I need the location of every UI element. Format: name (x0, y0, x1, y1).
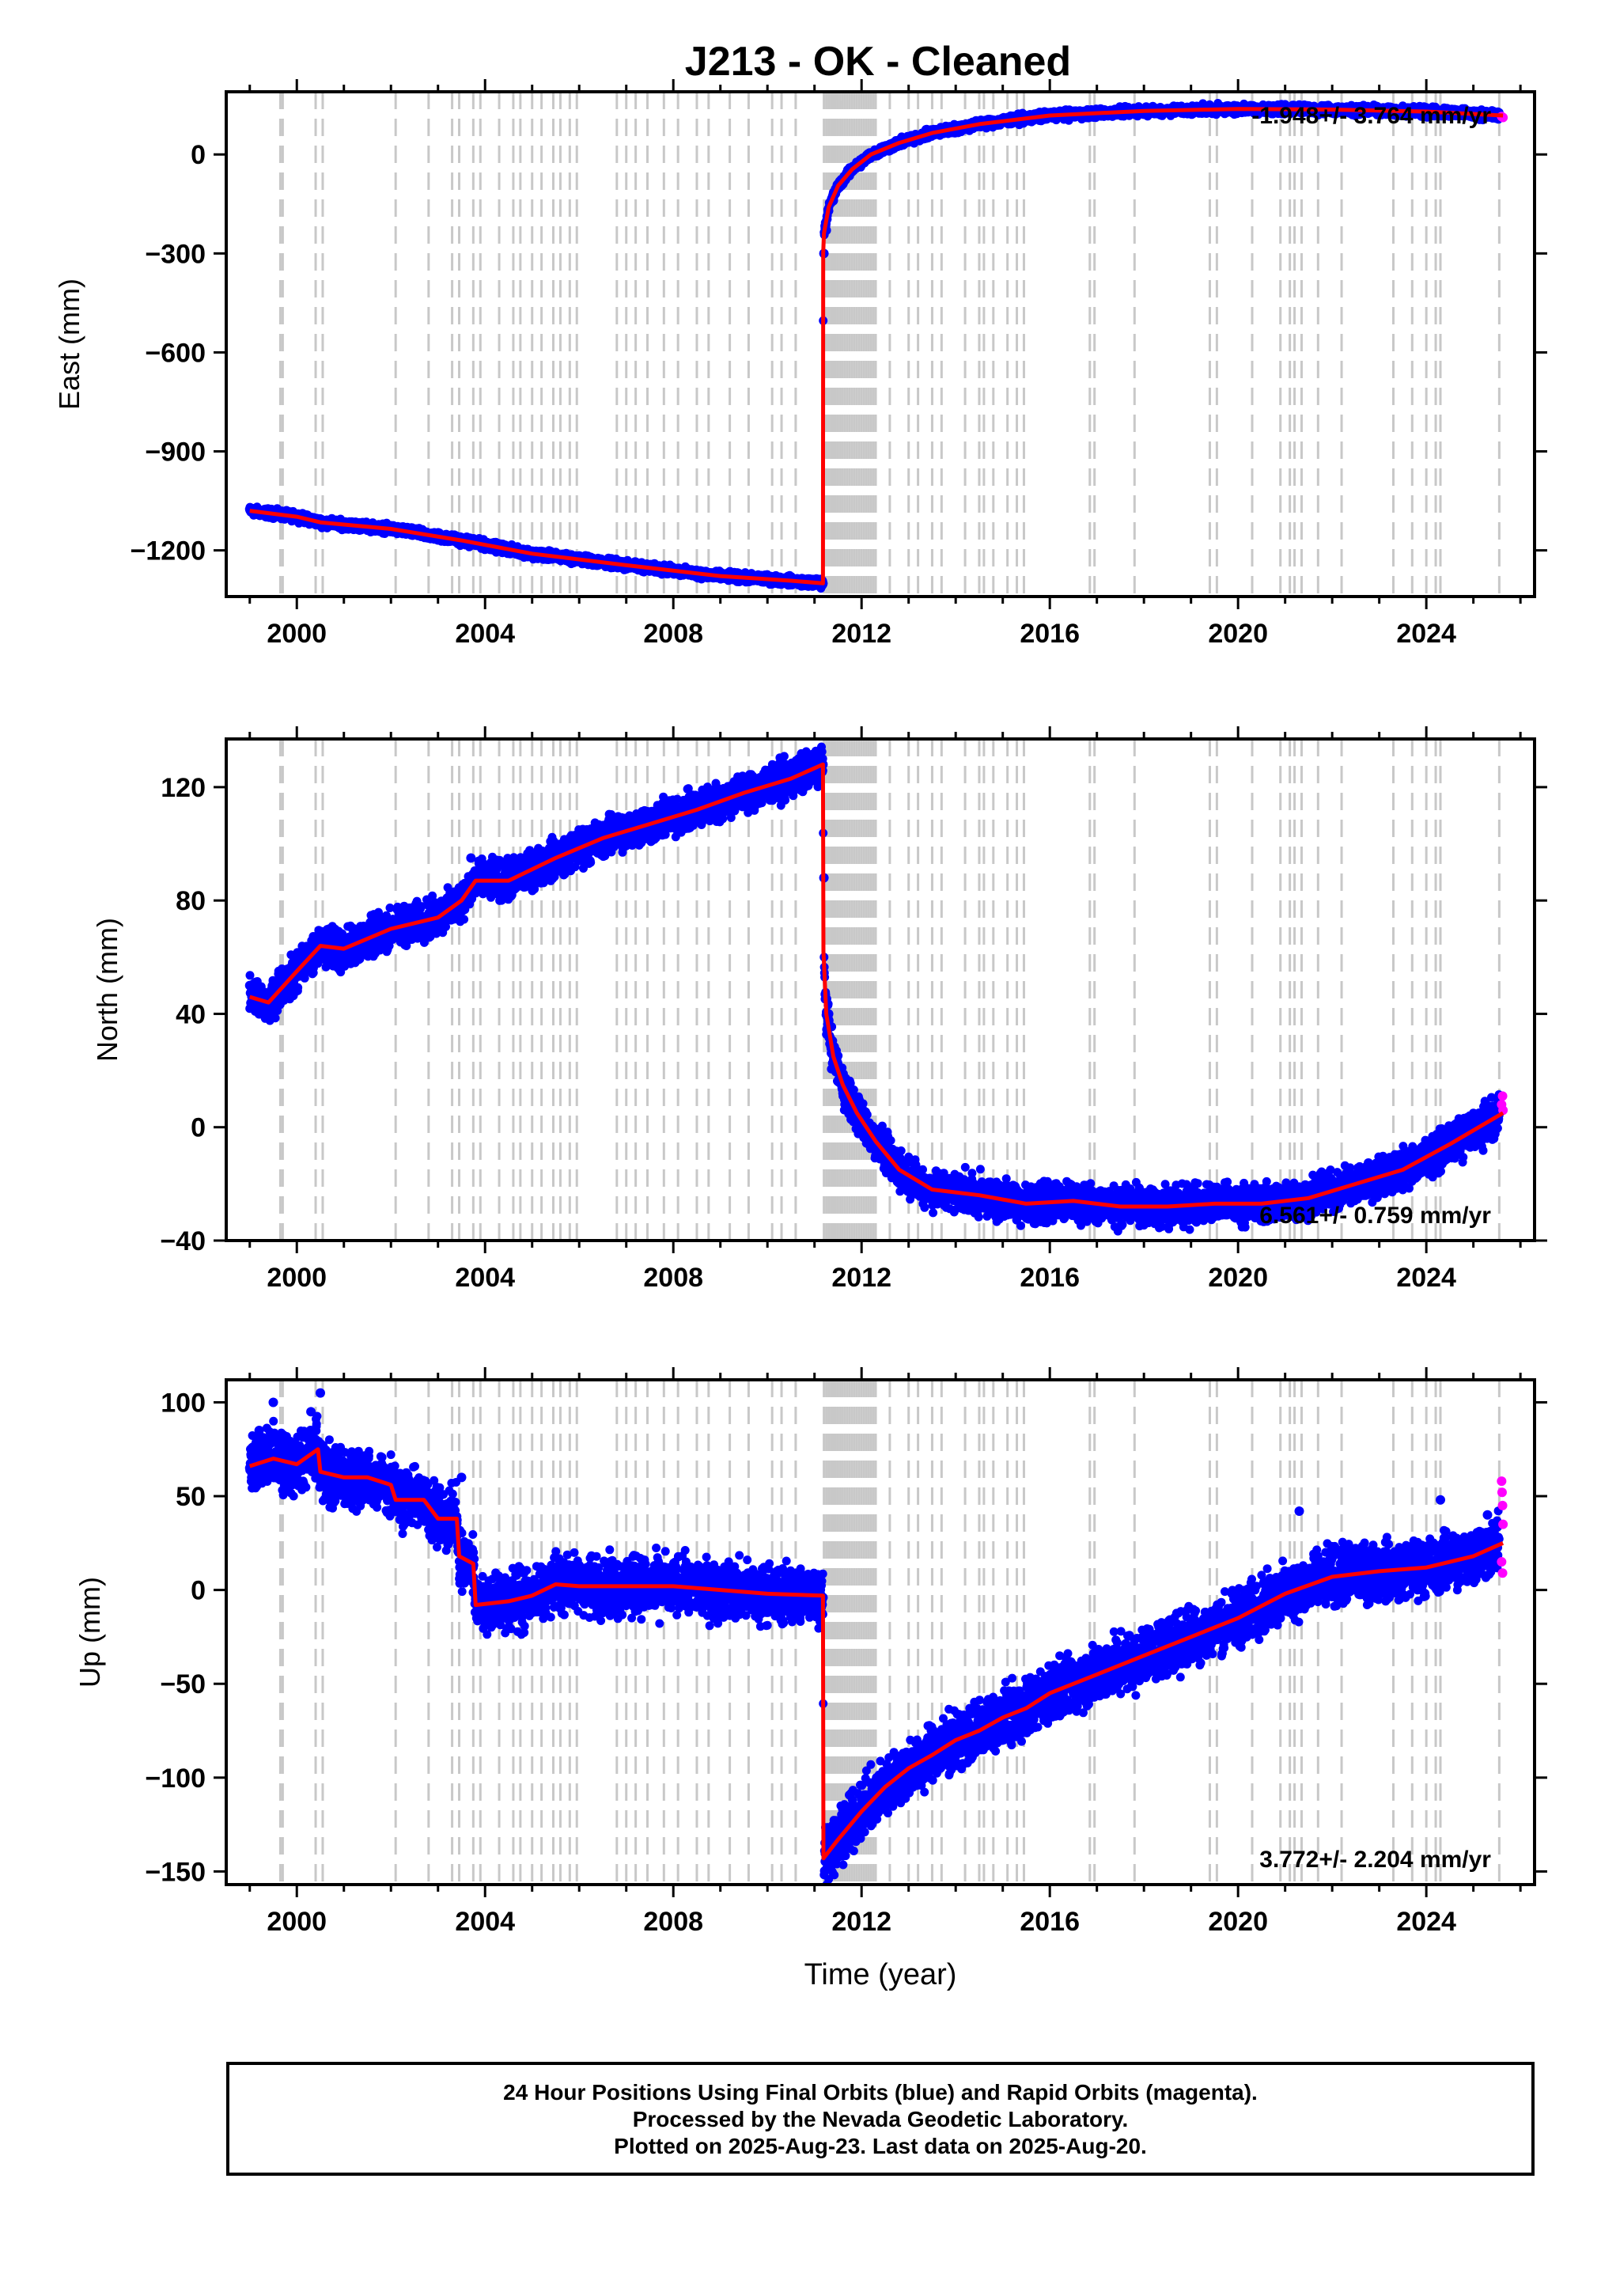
chart-figure: J213 - OK - Cleaned 2000 2004 2008 2012 2016 2… (53, 39, 1547, 1991)
chart-title: J213 - OK - Cleaned (685, 39, 1071, 85)
panel-east: 2000 2004 2008 2012 2016 2020 2024−1200−900−60… (53, 79, 1547, 649)
plot-area-east (244, 92, 1508, 597)
